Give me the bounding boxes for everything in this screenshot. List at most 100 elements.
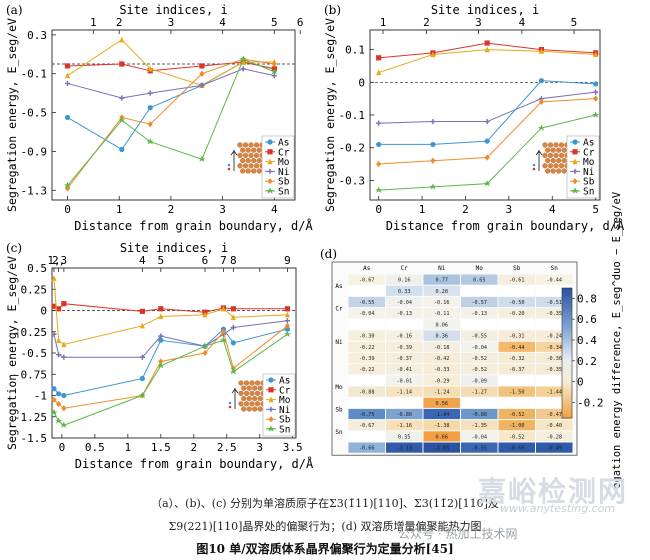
legend-entry-ni: Ni bbox=[278, 167, 290, 178]
legend-marker-sb bbox=[268, 416, 274, 423]
atom bbox=[550, 158, 556, 164]
data-point-sn bbox=[201, 342, 209, 349]
heatmap-cell bbox=[461, 308, 498, 319]
panel-label: (a) bbox=[6, 3, 23, 17]
x-tick-label: 5 bbox=[592, 203, 599, 216]
heatmap-cell bbox=[536, 386, 573, 397]
heatmap-cell bbox=[498, 442, 535, 453]
heatmap-cell-value: -0.61 bbox=[509, 278, 525, 284]
legend-entry-as: As bbox=[583, 138, 594, 149]
data-point-cr bbox=[376, 55, 382, 61]
panel-label: (d) bbox=[320, 247, 337, 261]
heatmap-cell-value: -0.04 bbox=[471, 345, 487, 351]
top-tick-label: 1 bbox=[90, 16, 97, 29]
heatmap-cell-value: -0.50 bbox=[509, 300, 525, 306]
heatmap-cell bbox=[461, 442, 498, 453]
data-point-mo bbox=[484, 46, 490, 53]
axis-marker-icon bbox=[227, 167, 231, 171]
data-point-ni bbox=[430, 118, 436, 125]
legend-marker-sn bbox=[571, 187, 579, 194]
y-tick-label: 0.5 bbox=[27, 262, 47, 275]
atom bbox=[238, 380, 244, 386]
y-tick-label: -1.25 bbox=[14, 411, 47, 424]
atom bbox=[246, 406, 252, 412]
heatmap-cell-value: -0.20 bbox=[509, 311, 525, 317]
atom bbox=[257, 385, 263, 391]
heatmap-cell-value: -0.18 bbox=[434, 345, 450, 351]
series-line-mo bbox=[67, 39, 275, 86]
heatmap-cell bbox=[348, 386, 385, 397]
data-point-sb bbox=[158, 358, 164, 365]
arrow-icon bbox=[230, 150, 238, 156]
legend-marker-ni bbox=[268, 406, 274, 412]
top-axis-label: Site indices, i bbox=[119, 3, 227, 17]
legend-entry-cr: Cr bbox=[583, 147, 595, 158]
y-axis-label: Segregation energy, E_seg/eV bbox=[5, 18, 19, 212]
data-point-sb bbox=[284, 322, 291, 329]
heatmap-cell bbox=[536, 408, 573, 420]
y-tick-label: -0.75 bbox=[14, 368, 47, 381]
atom bbox=[249, 401, 255, 407]
data-point-sb bbox=[61, 405, 67, 412]
column-label: Cr bbox=[401, 265, 409, 272]
legend-marker-mo bbox=[268, 396, 274, 403]
top-tick-label: 3 bbox=[168, 16, 175, 29]
colorbar-tick-label: 0.2 bbox=[577, 355, 597, 368]
y-tick-label: 0.1 bbox=[345, 44, 365, 57]
data-point-sn bbox=[63, 181, 72, 189]
heatmap-cell-value: 0.28 bbox=[436, 289, 449, 295]
heatmap-cell-value: -0.42 bbox=[434, 356, 450, 362]
atom bbox=[545, 168, 551, 174]
heatmap-cell bbox=[423, 420, 460, 431]
atom bbox=[245, 168, 251, 174]
heatmap-cell bbox=[348, 330, 385, 341]
data-point-sb bbox=[147, 121, 153, 128]
data-point-sb bbox=[220, 328, 227, 335]
data-point-ni bbox=[61, 354, 67, 360]
heatmap-cell bbox=[536, 274, 573, 285]
data-point-sb bbox=[538, 98, 545, 106]
x-tick-label: 0.5 bbox=[85, 441, 105, 454]
heatmap-cell bbox=[348, 296, 385, 308]
x-tick-label: 2 bbox=[168, 203, 175, 216]
heatmap-cell bbox=[536, 341, 573, 352]
heatmap-cell-value: -0.22 bbox=[359, 367, 375, 373]
heatmap-cell-value: -0.37 bbox=[396, 356, 412, 362]
colorbar-tick-label: 0.6 bbox=[577, 313, 597, 326]
heatmap-cell-value: -1.50 bbox=[509, 390, 525, 396]
column-label: Ni bbox=[438, 265, 446, 272]
data-point-as bbox=[593, 81, 599, 87]
heatmap-cell-value: -0.57 bbox=[471, 300, 487, 306]
heatmap-cell-value: 0.36 bbox=[436, 334, 449, 340]
heatmap-cell bbox=[461, 352, 498, 364]
watermark-url: www.anytesting.com bbox=[500, 502, 616, 515]
atom bbox=[547, 163, 554, 169]
y-tick-label: -0.5 bbox=[21, 107, 48, 120]
data-point-sb bbox=[430, 157, 436, 164]
series-line-sb bbox=[67, 58, 275, 189]
heatmap-cell-value: -0.44 bbox=[509, 345, 525, 351]
data-point-mo bbox=[64, 72, 71, 79]
heatmap-cell bbox=[386, 296, 423, 308]
heatmap-cell bbox=[536, 375, 573, 386]
heatmap-cell bbox=[423, 442, 460, 453]
heatmap-cell-value: -0.55 bbox=[471, 446, 487, 452]
data-point-sn bbox=[54, 417, 63, 424]
heatmap-cell bbox=[423, 431, 460, 442]
atom bbox=[547, 152, 554, 159]
row-label: Ni bbox=[335, 339, 343, 346]
heatmap-cell-value: -0.33 bbox=[434, 367, 450, 373]
series-line-cr bbox=[53, 303, 288, 313]
top-tick-label: 8 bbox=[230, 254, 237, 267]
heatmap-cell bbox=[536, 397, 573, 408]
data-point-sn bbox=[157, 362, 165, 369]
legend-entry-sb: Sb bbox=[583, 177, 595, 188]
data-point-sn bbox=[229, 368, 237, 375]
heatmap-cell-value: -0.75 bbox=[359, 412, 375, 418]
data-point-sn bbox=[592, 111, 600, 118]
data-point-sb bbox=[484, 154, 490, 161]
top-tick-label: 5 bbox=[571, 16, 578, 29]
heatmap-cell-value: 0.33 bbox=[398, 289, 411, 295]
top-tick-label: 5 bbox=[271, 16, 278, 29]
heatmap-cell-value: -0.80 bbox=[471, 412, 487, 418]
